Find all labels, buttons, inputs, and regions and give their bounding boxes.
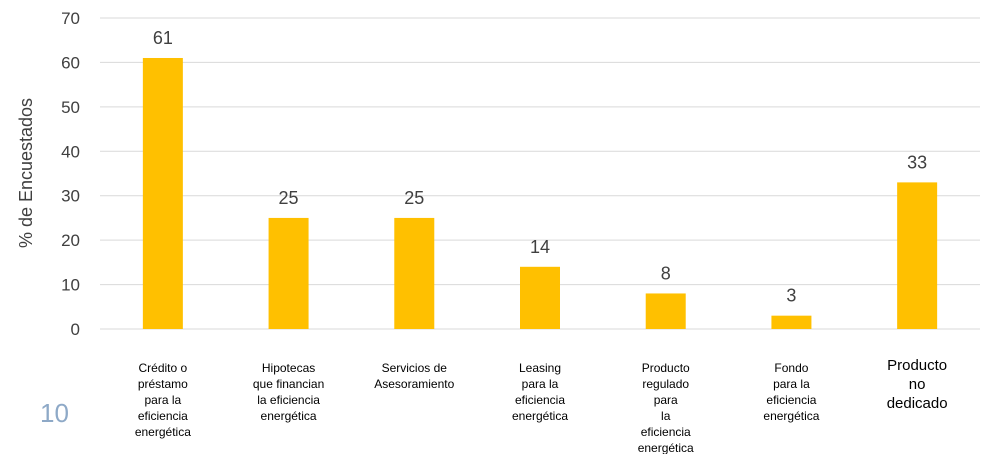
data-label: 8 [661,263,671,283]
data-label: 3 [786,286,796,306]
bar [897,182,937,329]
bar [143,58,183,329]
bar [646,293,686,329]
bar [520,267,560,329]
category-label: Servicios de Asesoramiento [374,361,454,391]
category-label: Producto regulado para la eficiencia energéti… [638,361,694,454]
bar [771,316,811,329]
bar [394,218,434,329]
x-axis-categories: Crédito o préstamo para la eficiencia energé… [135,357,948,454]
bar [269,218,309,329]
y-tick-label: 60 [61,53,80,72]
y-tick-label: 10 [61,276,80,295]
y-tick-label: 40 [61,142,80,161]
data-label: 14 [530,237,550,257]
y-tick-label: 50 [61,98,80,117]
y-axis-label: % de Encuestados [16,98,36,248]
y-tick-label: 0 [71,320,80,339]
y-axis-ticks: 0 10 20 30 40 50 60 70 [61,9,80,339]
category-label: Fondo para la eficiencia energética [763,361,819,423]
y-tick-label: 30 [61,187,80,206]
category-label: Crédito o préstamo para la eficiencia energé… [135,361,191,439]
y-tick-label: 20 [61,231,80,250]
data-label: 25 [279,188,299,208]
category-label: Producto no dedicado [887,357,948,412]
page-number: 10 [40,398,69,429]
data-label: 61 [153,28,173,48]
category-label: Leasing para la eficiencia energética [512,361,568,423]
category-label: Hipotecas que financian la eficiencia energ… [253,361,324,423]
data-label: 33 [907,152,927,172]
data-label: 25 [404,188,424,208]
bars [143,58,937,329]
y-tick-label: 70 [61,9,80,28]
